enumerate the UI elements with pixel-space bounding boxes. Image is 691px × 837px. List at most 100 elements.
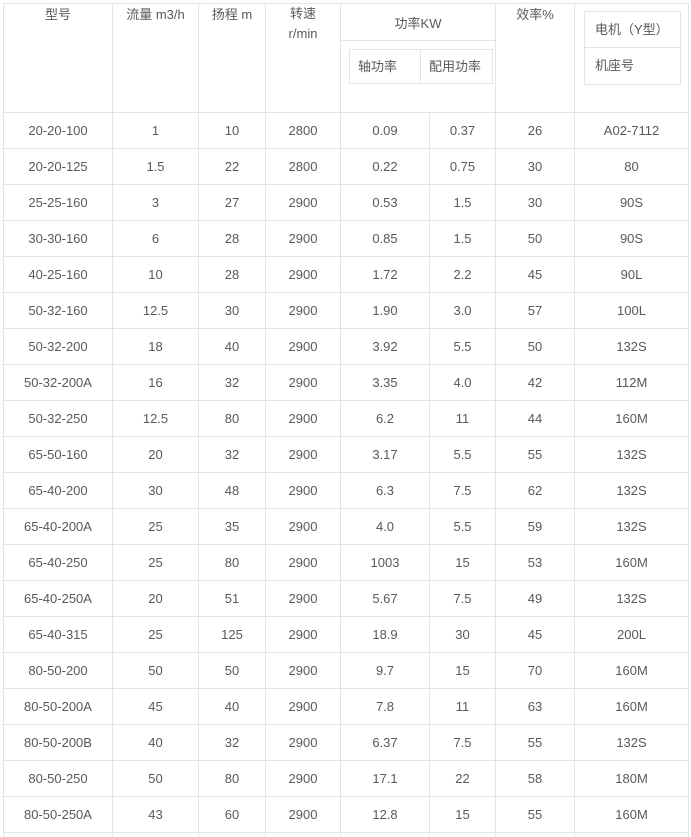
cell-shaft_power: 3.35: [340, 364, 430, 401]
table-row: 65-40-250 25 80 2900 1003 15 53 160M: [3, 544, 690, 581]
cell-efficiency: 53: [495, 544, 576, 581]
cell-model: 20-20-125: [3, 148, 113, 185]
cell-motor_frame: 160M: [574, 544, 690, 581]
table-row: 30-30-160 6 28 2900 0.85 1.5 50 90S: [3, 220, 690, 257]
table-row: 80-50-250A 43 60 2900 12.8 15 55 160M: [3, 796, 690, 833]
table-row: 80-50-200B 40 32 2900 6.37 7.5 55 132S: [3, 724, 690, 761]
cell-flow: 10: [112, 256, 199, 293]
cell-shaft_power: 7.8: [340, 688, 430, 725]
header-row-1: 型号 流量 m3/h 扬程 m 转速 r/min 功率KW 效率% 电机（Y型）…: [3, 3, 690, 113]
table-row: 80-50-250 50 80 2900 17.1 22 58 180M: [3, 760, 690, 797]
table-row: 65-50-160 20 32 2900 3.17 5.5 55 132S: [3, 436, 690, 473]
header-rated-power: 配用功率: [429, 59, 482, 74]
cell-shaft_power: 6.3: [340, 472, 430, 509]
table-body: 20-20-100 1 10 2800 0.09 0.37 26 A02-7112 20-20-…: [3, 112, 690, 837]
header-model: 型号: [3, 3, 113, 113]
cell-head: 32: [198, 436, 266, 473]
cell-head: 10: [198, 112, 266, 149]
cell-flow: 1.5: [112, 148, 199, 185]
table-row: 65-40-200A 25 35 2900 4.0 5.5 59 132S: [3, 508, 690, 545]
cell-head: 80: [198, 400, 266, 437]
cell-speed: 2900: [265, 436, 341, 473]
cell-speed: 2900: [265, 544, 341, 581]
header-motor-frame: 机座号: [595, 58, 635, 73]
cell-flow: 45: [112, 688, 199, 725]
cell-speed: 2900: [265, 724, 341, 761]
cell-empty: [112, 832, 199, 837]
header-motor: 电机（Y型） 机座号: [574, 3, 690, 113]
table-row: 40-25-160 10 28 2900 1.72 2.2 45 90L: [3, 256, 690, 293]
cell-head: 60: [198, 796, 266, 833]
cell-efficiency: 30: [495, 148, 576, 185]
cell-shaft_power: 12.8: [340, 796, 430, 833]
cell-model: 65-40-315: [3, 616, 113, 653]
table-row: 80-50-200A 45 40 2900 7.8 11 63 160M: [3, 688, 690, 725]
cell-shaft_power: 1.90: [340, 292, 430, 329]
cell-flow: 43: [112, 796, 199, 833]
cell-model: 65-50-160: [3, 436, 113, 473]
cell-motor_frame: 132S: [574, 472, 690, 509]
cell-shaft_power: 1003: [340, 544, 430, 581]
cell-model: 50-32-200: [3, 328, 113, 365]
cell-rated_power: 4.0: [428, 364, 497, 401]
cell-efficiency: 42: [495, 364, 576, 401]
cell-shaft_power: 5.67: [340, 580, 430, 617]
cell-empty: [428, 832, 497, 837]
cell-model: 50-32-200A: [3, 364, 113, 401]
cell-flow: 20: [112, 436, 199, 473]
cell-motor_frame: 160M: [574, 796, 690, 833]
cell-speed: 2900: [265, 580, 341, 617]
cell-rated_power: 11: [428, 400, 497, 437]
cell-head: 125: [198, 616, 266, 653]
cell-empty: [340, 832, 430, 837]
cell-speed: 2800: [265, 112, 341, 149]
cell-efficiency: 49: [495, 580, 576, 617]
cell-head: 48: [198, 472, 266, 509]
cell-efficiency: 45: [495, 616, 576, 653]
table-row: 65-40-315 25 125 2900 18.9 30 45 200L: [3, 616, 690, 653]
cell-shaft_power: 4.0: [340, 508, 430, 545]
header-power-group: 功率KW: [339, 3, 497, 41]
table-row: 50-32-200A 16 32 2900 3.35 4.0 42 112M: [3, 364, 690, 401]
cell-motor_frame: 160M: [574, 400, 690, 437]
cell-efficiency: 58: [495, 760, 576, 797]
cell-rated_power: 0.75: [428, 148, 497, 185]
header-shaft-power: 轴功率: [350, 50, 421, 83]
cell-speed: 2900: [265, 688, 341, 725]
cell-rated_power: 0.37: [428, 112, 497, 149]
cell-shaft_power: 3.92: [340, 328, 430, 365]
cell-model: 80-50-250A: [3, 796, 113, 833]
cell-rated_power: 1.5: [428, 184, 497, 221]
cell-head: 22: [198, 148, 266, 185]
cell-efficiency: 55: [495, 796, 576, 833]
cell-model: 20-20-100: [3, 112, 113, 149]
cell-rated_power: 1.5: [428, 220, 497, 257]
cell-efficiency: 55: [495, 724, 576, 761]
cell-head: 28: [198, 256, 266, 293]
cell-shaft_power: 18.9: [340, 616, 430, 653]
cell-flow: 1: [112, 112, 199, 149]
cell-model: 80-50-200B: [3, 724, 113, 761]
header-head: 扬程 m: [198, 3, 266, 113]
cell-motor_frame: 80: [574, 148, 690, 185]
cell-shaft_power: 0.53: [340, 184, 430, 221]
cell-speed: 2900: [265, 760, 341, 797]
cell-head: 40: [198, 328, 266, 365]
cell-flow: 25: [112, 616, 199, 653]
cell-rated_power: 15: [428, 652, 497, 689]
cell-empty: [265, 832, 341, 837]
cell-rated_power: 7.5: [428, 472, 497, 509]
cell-flow: 18: [112, 328, 199, 365]
cell-flow: 16: [112, 364, 199, 401]
cell-efficiency: 63: [495, 688, 576, 725]
cell-head: 80: [198, 760, 266, 797]
table-row: 50-32-200 18 40 2900 3.92 5.5 50 132S: [3, 328, 690, 365]
cell-speed: 2900: [265, 292, 341, 329]
cell-model: 50-32-160: [3, 292, 113, 329]
cell-empty: [495, 832, 576, 837]
header-speed-line2: r/min: [288, 26, 318, 41]
cell-rated_power: 7.5: [428, 724, 497, 761]
cell-model: 65-40-250: [3, 544, 113, 581]
table-row: 65-40-200 30 48 2900 6.3 7.5 62 132S: [3, 472, 690, 509]
